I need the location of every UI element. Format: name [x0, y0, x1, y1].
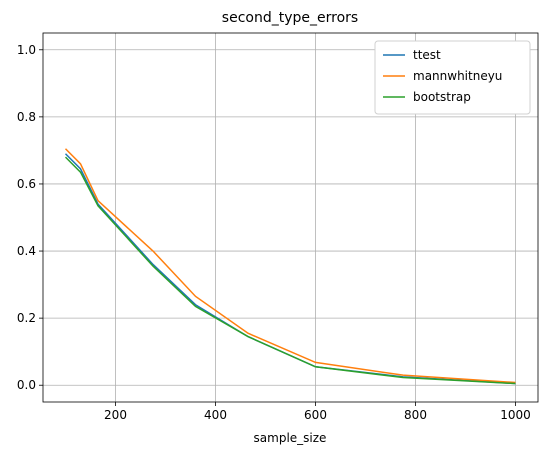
legend-box [374, 40, 531, 115]
series-line [64, 153, 516, 385]
chart-title: second_type_errors [222, 10, 358, 26]
y-tick-label: 0.2 [17, 311, 36, 325]
y-tick-label: 1.0 [17, 43, 36, 57]
legend-label: bootstrap [413, 90, 471, 104]
y-tick-label: 0.4 [17, 244, 36, 258]
plot-frame [42, 32, 539, 403]
series-line [64, 148, 516, 384]
x-axis-label: sample_size [254, 431, 327, 445]
x-tick-label: 1000 [500, 408, 531, 422]
x-tick-label: 400 [204, 408, 227, 422]
y-tick-label: 0.6 [17, 177, 36, 191]
legend-label: mannwhitneyu [413, 69, 502, 83]
x-tick-label: 600 [304, 408, 327, 422]
x-tick-label: 800 [404, 408, 427, 422]
x-tick-label: 200 [104, 408, 127, 422]
legend-label: ttest [413, 48, 441, 62]
series-line [64, 156, 516, 385]
legend: ttest mannwhitneyu bootstrap [374, 40, 531, 115]
y-tick-label: 0.8 [17, 110, 36, 124]
y-tick-label: 0.0 [17, 378, 36, 392]
